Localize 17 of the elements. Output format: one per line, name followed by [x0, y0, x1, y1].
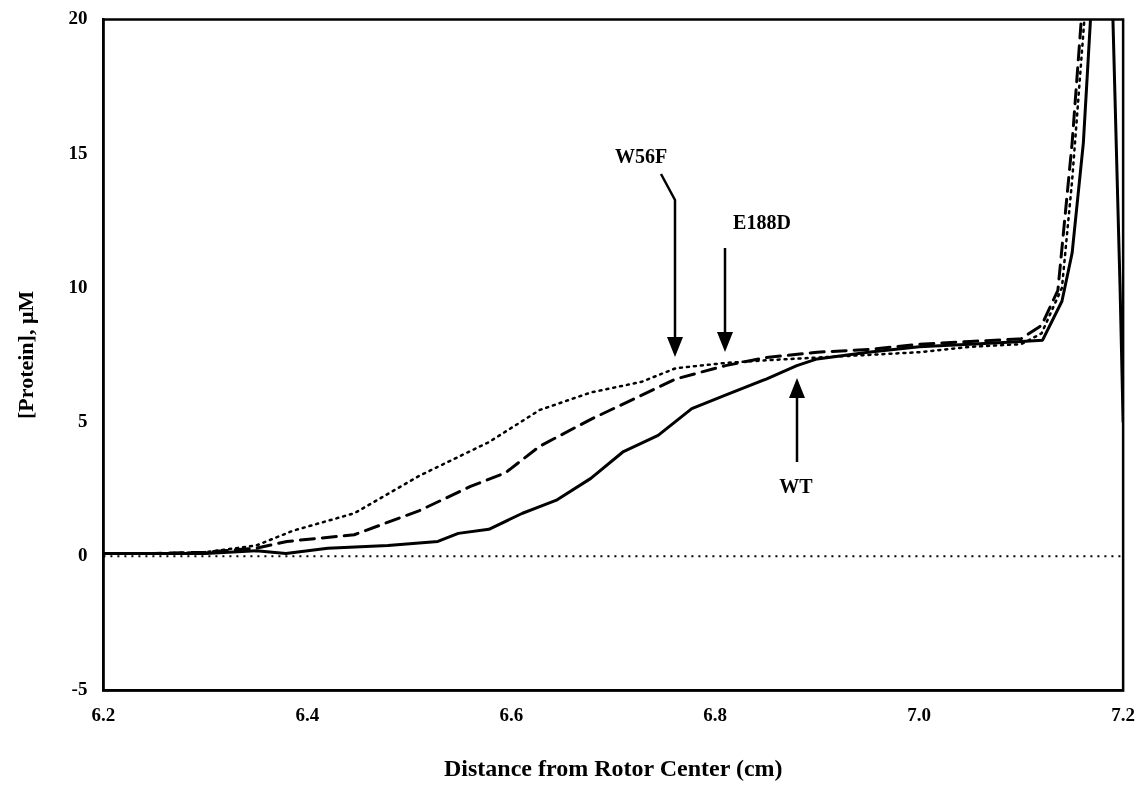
y-tick-label: -5 [71, 678, 88, 700]
x-tick-label: 6.2 [91, 703, 116, 725]
annotation: WT [779, 475, 814, 498]
annotation: W56F [614, 145, 668, 168]
x-axis-title: Distance from Rotor Center (cm) [443, 754, 783, 781]
y-axis-title: [Protein], μM [12, 290, 38, 419]
annotation: E188D [733, 211, 791, 234]
y-tick-label: 15 [68, 141, 88, 163]
y-tick-label: 5 [77, 409, 88, 431]
x-tick-label: 7.2 [1111, 703, 1135, 725]
y-tick-label: 20 [68, 7, 88, 29]
x-tick-label: 6.6 [499, 703, 524, 725]
x-tick-label: 6.8 [703, 703, 728, 725]
y-tick-label: 10 [68, 275, 88, 297]
y-tick-label: 0 [77, 544, 88, 566]
x-tick-label: 6.4 [295, 703, 320, 725]
x-tick-label: 7.0 [907, 703, 932, 725]
